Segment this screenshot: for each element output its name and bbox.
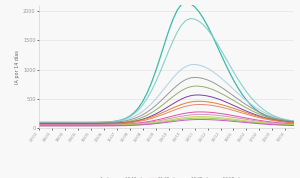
Y-axis label: IA por 14 días: IA por 14 días — [15, 50, 20, 84]
Legend: < 1 años, 1-9 años, 10-19 años, 21-23 años, 25-29 años, 25-34 años, 30-39 años, : < 1 años, 1-9 años, 10-19 años, 21-23 añ… — [88, 177, 245, 178]
